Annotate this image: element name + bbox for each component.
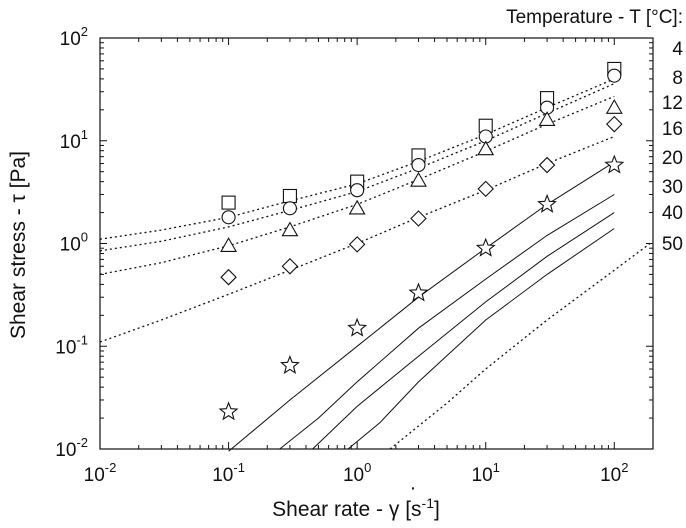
x-tick-label-base: 10 xyxy=(212,465,233,486)
legend-entry: 40 xyxy=(662,203,683,224)
y-axis-title: Shear stress - τ [Pa] xyxy=(7,151,30,339)
data-point-12-triangle xyxy=(220,237,238,252)
x-tick-label-exponent: -2 xyxy=(105,460,117,475)
data-point-16-diamond xyxy=(477,180,494,198)
x-tick-label-exponent: 0 xyxy=(364,460,371,475)
data-point-20-star xyxy=(279,355,300,375)
data-point-20-star xyxy=(604,154,625,174)
data-point-16-diamond xyxy=(538,156,556,174)
y-tick-label-base: 10 xyxy=(55,440,76,461)
fit-curves xyxy=(99,78,654,452)
y-tick-label: 100 xyxy=(60,230,88,256)
x-tick-label-base: 10 xyxy=(600,465,621,486)
legend-entry: 16 xyxy=(662,119,683,140)
data-point-16-diamond xyxy=(410,210,427,227)
x-tick-label-exponent: -1 xyxy=(233,460,245,475)
data-markers xyxy=(218,61,625,421)
legend: 4 8 12 16 20 30 40 50 xyxy=(662,39,684,255)
data-point-16-diamond xyxy=(606,115,623,133)
x-axis-title-exponent: -1 xyxy=(422,495,435,511)
data-point-20-star xyxy=(537,193,558,213)
plot-area-border xyxy=(99,37,654,450)
x-tick-label: 10-2 xyxy=(84,460,117,486)
y-tick-label-exponent: 1 xyxy=(81,127,88,142)
data-point-16-diamond xyxy=(220,268,237,286)
data-point-8-circle xyxy=(411,158,426,173)
data-point-8-circle xyxy=(607,68,622,83)
fit-curve-40 xyxy=(312,212,615,450)
data-point-12-triangle xyxy=(348,199,366,215)
y-tick-label: 102 xyxy=(60,24,88,50)
data-point-12-triangle xyxy=(410,171,427,187)
y-tick-label-base: 10 xyxy=(60,235,81,256)
data-point-12-triangle xyxy=(477,140,495,156)
data-point-12-triangle xyxy=(281,221,299,237)
fit-curve-4 xyxy=(99,78,615,240)
y-tick-label-exponent: 0 xyxy=(81,230,88,245)
legend-entry: 8 xyxy=(672,68,683,89)
y-tick-label-exponent: -2 xyxy=(76,435,88,450)
y-tick-label-base: 10 xyxy=(55,337,76,358)
legend-title: Temperature - T [°C]: xyxy=(506,7,683,28)
legend-entry: 4 xyxy=(672,39,683,60)
data-point-4-square xyxy=(282,188,297,204)
fit-curve-extra xyxy=(389,240,654,450)
data-point-20-star xyxy=(408,282,429,302)
x-axis-title-unit-close: ] xyxy=(434,498,440,521)
plot-frame xyxy=(99,37,654,450)
fit-curve-50 xyxy=(347,228,615,450)
x-tick-label: 10-1 xyxy=(212,460,245,486)
legend-entry: 50 xyxy=(662,234,683,255)
x-tick-label: 102 xyxy=(600,460,628,486)
gamma-dot-accent: · xyxy=(410,477,417,499)
x-tick-label-base: 10 xyxy=(343,465,364,486)
data-point-12-triangle xyxy=(605,99,623,114)
legend-entry: 20 xyxy=(662,148,683,169)
x-axis-title-symbol: γ xyxy=(389,498,400,521)
y-tick-label: 10-2 xyxy=(55,435,88,461)
data-point-12-triangle xyxy=(538,111,556,126)
y-tick-label-exponent: -1 xyxy=(76,332,88,347)
y-tick-label: 101 xyxy=(60,127,88,153)
x-tick-label-exponent: 2 xyxy=(621,460,628,475)
x-axis-title-unit-open: [s xyxy=(399,498,421,521)
x-tick-label: 100 xyxy=(343,460,371,486)
x-tick-label-base: 10 xyxy=(472,465,493,486)
x-axis-title: Shear rate - γ [s-1] xyxy=(272,495,440,521)
x-tick-label-base: 10 xyxy=(84,465,105,486)
x-axis-title-prefix: Shear rate - xyxy=(272,498,389,521)
data-point-8-circle xyxy=(350,183,365,198)
data-point-4-square xyxy=(221,195,236,210)
x-tick-label: 101 xyxy=(472,460,500,486)
data-point-8-circle xyxy=(221,210,236,225)
x-tick-label-exponent: 1 xyxy=(493,460,500,475)
data-point-16-diamond xyxy=(281,258,299,275)
y-tick-label: 10-1 xyxy=(55,332,88,358)
legend-entry: 12 xyxy=(662,93,683,114)
y-tick-label-base: 10 xyxy=(60,29,81,50)
y-tick-label-exponent: 2 xyxy=(81,24,88,39)
fit-curve-30 xyxy=(279,194,615,450)
data-point-20-star xyxy=(475,237,496,257)
data-point-20-star xyxy=(347,317,368,337)
data-point-8-circle xyxy=(282,201,297,216)
y-tick-label-base: 10 xyxy=(60,132,81,153)
data-point-16-diamond xyxy=(348,236,366,253)
data-point-20-star xyxy=(218,401,239,421)
legend-entry: 30 xyxy=(662,177,683,198)
